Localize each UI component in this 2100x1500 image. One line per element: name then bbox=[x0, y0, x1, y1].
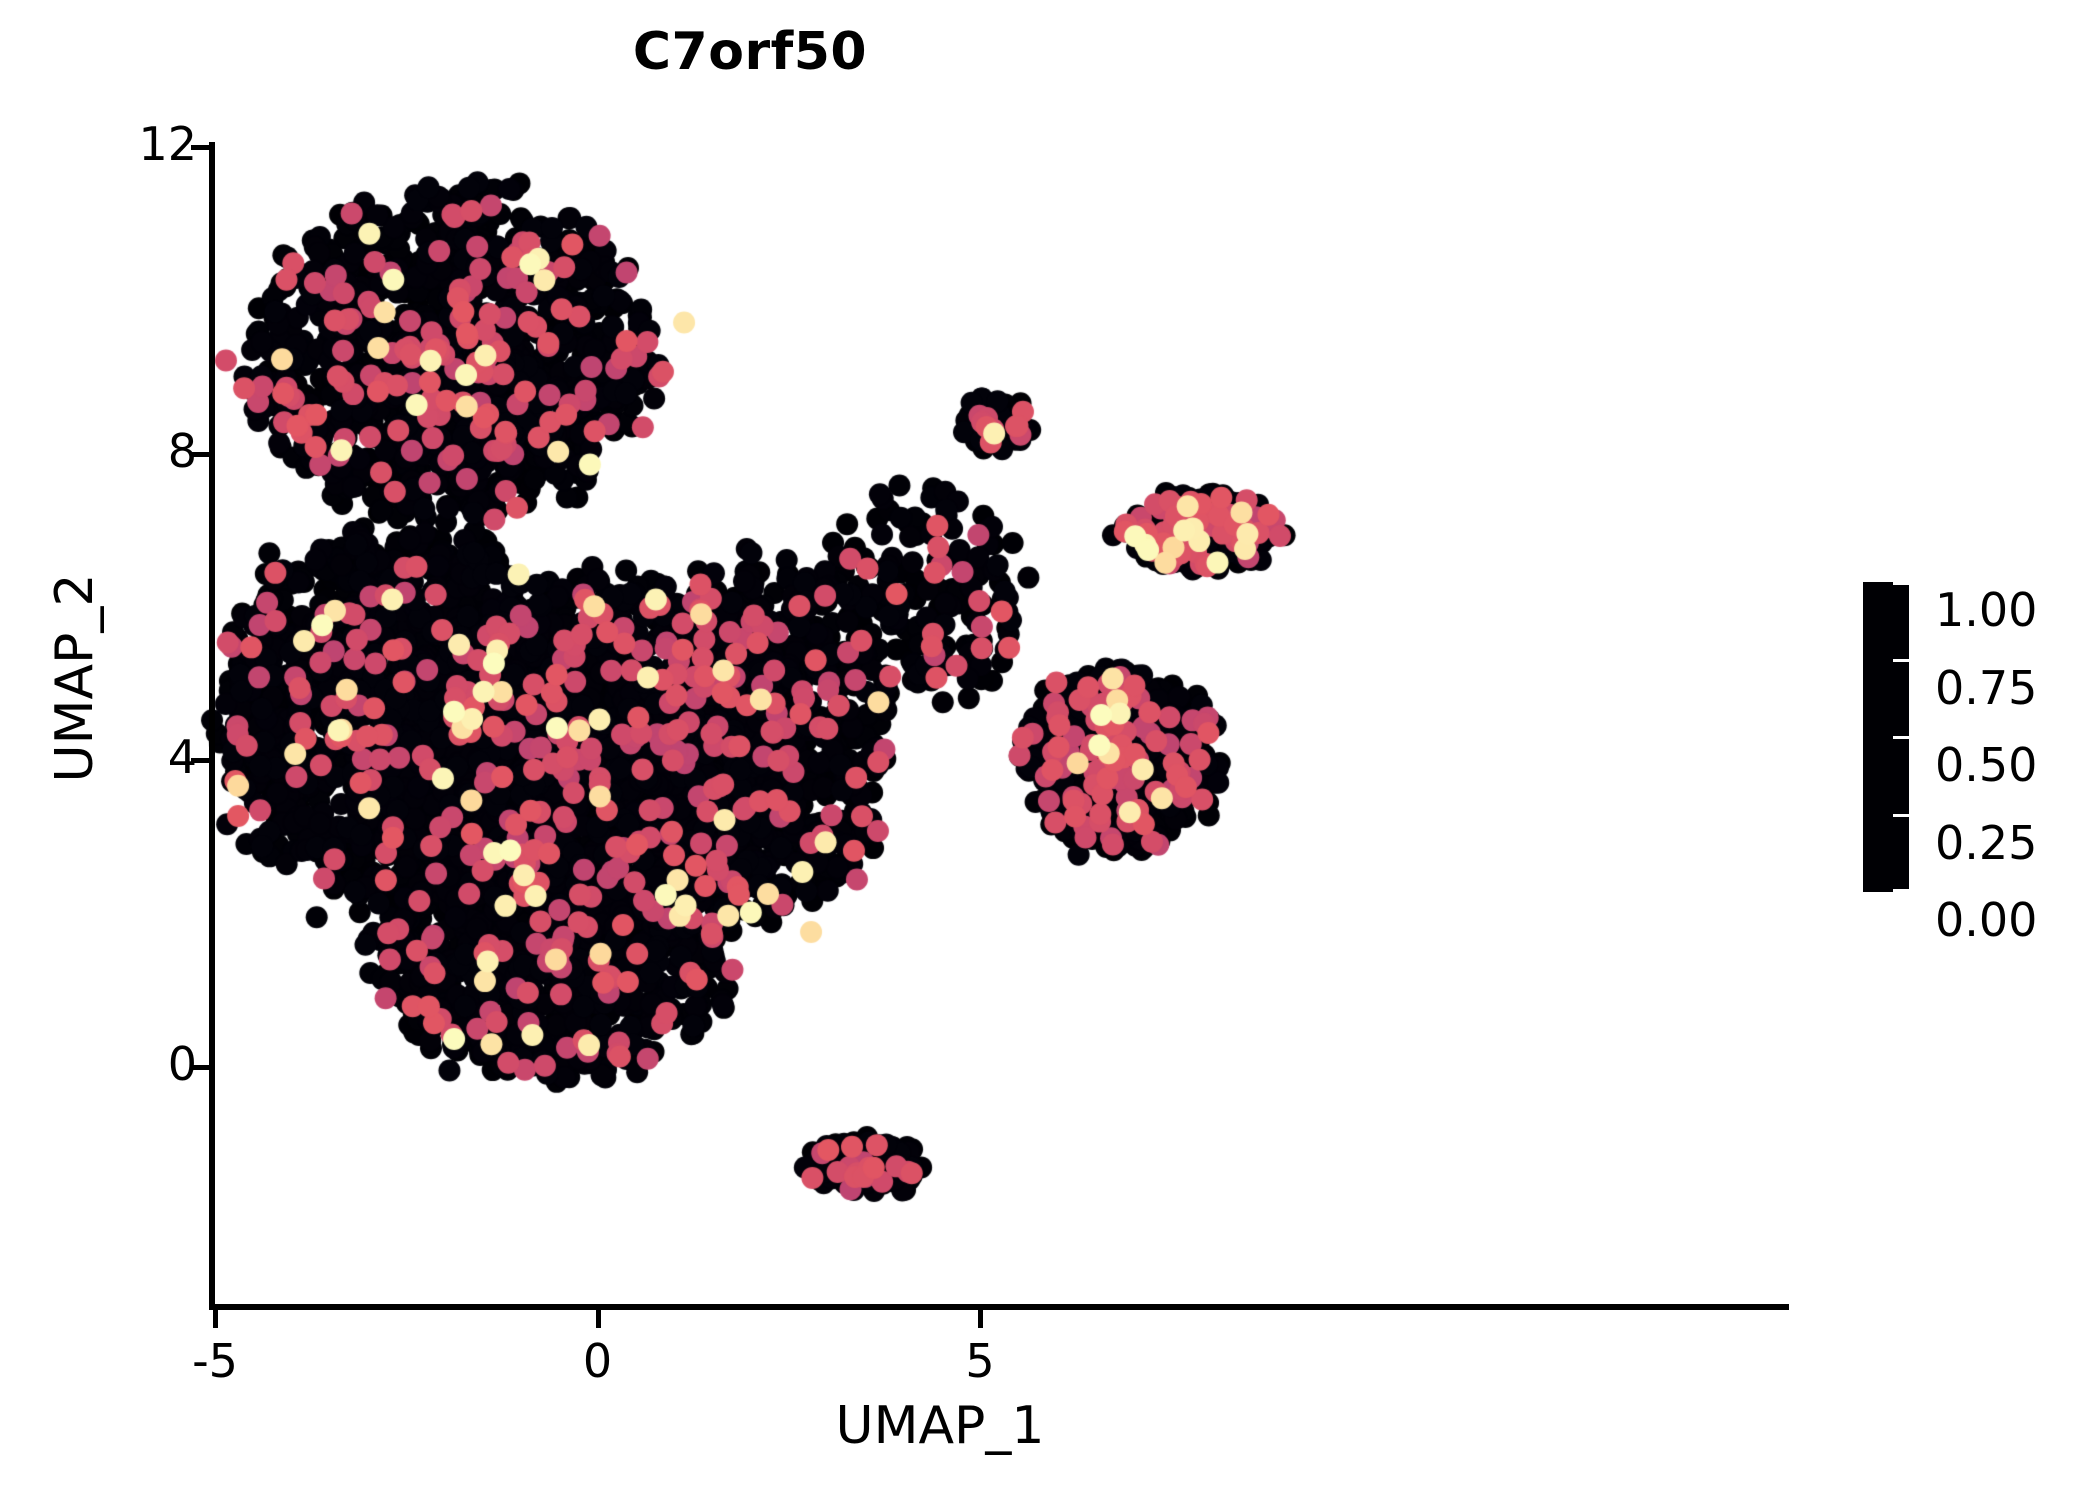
y-tick-mark bbox=[191, 758, 209, 763]
y-tick-label: 12 bbox=[138, 117, 197, 171]
colorbar-tick-label: 0.75 bbox=[1935, 660, 2038, 715]
x-tick-mark bbox=[978, 1310, 983, 1328]
y-tick-mark bbox=[191, 145, 209, 150]
colorbar-tick-mark bbox=[1893, 582, 1909, 585]
colorbar-tick-label: 1.00 bbox=[1935, 583, 2038, 637]
y-tick-label: 0 bbox=[167, 1036, 197, 1091]
colorbar-tick-mark bbox=[1893, 813, 1909, 817]
x-tick-mark bbox=[213, 1310, 218, 1328]
colorbar-tick-label: 0.00 bbox=[1935, 893, 2038, 947]
y-tick-label: 4 bbox=[167, 730, 197, 784]
y-axis-label: UMAP_2 bbox=[45, 573, 105, 783]
colorbar-tick-label: 0.25 bbox=[1935, 815, 2038, 870]
x-tick-label: 0 bbox=[582, 1334, 613, 1388]
y-tick-label: 8 bbox=[167, 423, 197, 478]
colorbar-tick-mark bbox=[1893, 658, 1909, 662]
y-tick-mark bbox=[191, 451, 209, 457]
colorbar-tick-mark bbox=[1893, 889, 1909, 892]
x-axis-spine bbox=[209, 1304, 1789, 1310]
y-tick-mark bbox=[191, 1064, 209, 1070]
colorbar-tick-label: 0.50 bbox=[1935, 738, 2038, 792]
colorbar-tick-mark bbox=[1893, 736, 1909, 739]
y-axis-spine bbox=[209, 142, 215, 1310]
x-axis-label: UMAP_1 bbox=[835, 1396, 1045, 1456]
x-tick-label: -5 bbox=[192, 1334, 238, 1388]
x-tick-label: 5 bbox=[965, 1334, 995, 1388]
x-tick-mark bbox=[595, 1310, 601, 1328]
